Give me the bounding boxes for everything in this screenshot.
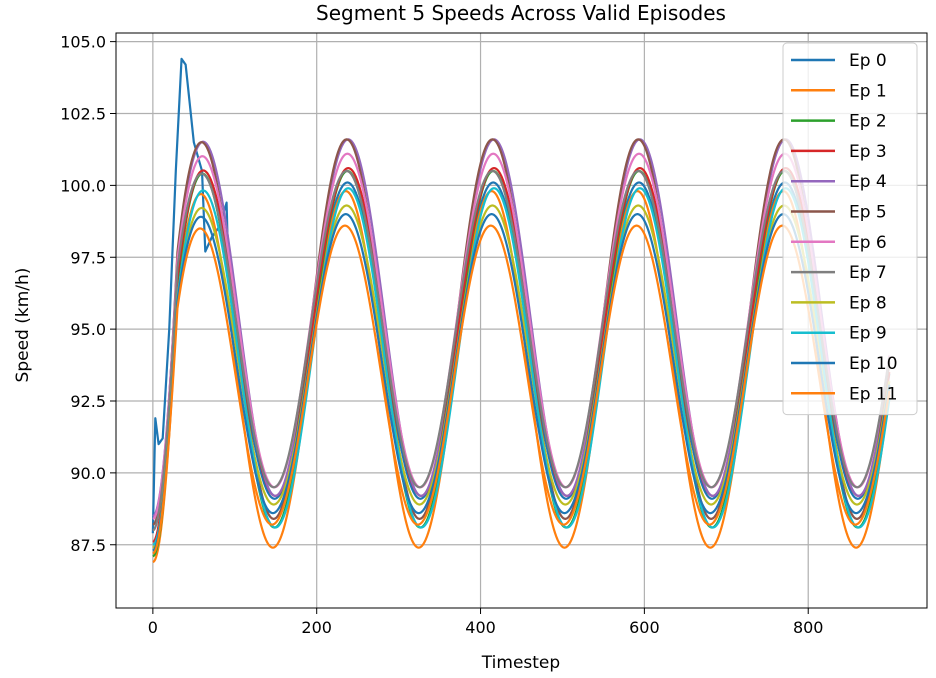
legend-label: Ep 1 [849,81,887,101]
legend: Ep 0 Ep 1 Ep 2 Ep 3 Ep 4 Ep 5 Ep 6 Ep 7 Ep 8 Ep 9… [782,42,918,416]
series-line-ep-9 [152,187,891,546]
x-tick-label: 200 [301,618,332,637]
x-tick-label: 800 [793,618,824,637]
legend-label: Ep 10 [849,354,898,374]
legend-label: Ep 8 [849,293,887,313]
series-line-ep-7 [152,169,891,532]
legend-label: Ep 7 [849,263,887,283]
x-axis-label: Timestep [481,653,560,673]
legend-label: Ep 0 [849,51,887,71]
y-tick-label: 105.0 [60,33,106,52]
legend-label: Ep 5 [849,203,887,223]
x-tick-label: 600 [629,618,660,637]
legend-label: Ep 6 [849,233,887,253]
y-tick-label: 87.5 [70,536,106,555]
series-layer [151,57,891,564]
y-tick-label: 90.0 [70,464,106,483]
legend-label: Ep 11 [849,384,898,404]
legend-label: Ep 9 [849,324,887,344]
legend-label: Ep 3 [849,142,887,162]
chart-title: Segment 5 Speeds Across Valid Episodes [316,1,726,25]
y-tick-label: 95.0 [70,320,106,339]
y-tick-label: 102.5 [60,105,106,124]
series-line-ep-10 [152,213,891,552]
x-tick-label: 0 [148,618,158,637]
x-tick-label: 400 [465,618,496,637]
y-axis-label: Speed (km/h) [13,268,33,383]
legend-label: Ep 4 [849,172,887,192]
plot-frame [115,32,928,609]
y-tick-label: 97.5 [70,248,106,267]
legend-box [782,42,918,416]
series-line-ep-11 [152,224,891,555]
ticks: 0 200 400 600 800 87.5 90.0 92.5 95.0 97.5 100.0 10… [60,33,823,637]
legend-label: Ep 2 [849,112,887,132]
y-tick-label: 92.5 [70,392,106,411]
y-tick-label: 100.0 [60,176,106,195]
